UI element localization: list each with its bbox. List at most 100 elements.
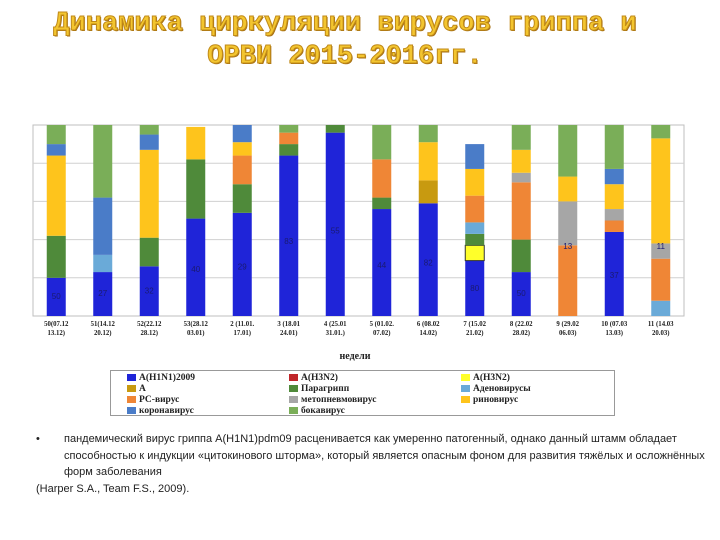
- bar-segment: [651, 300, 671, 316]
- bar-segment: [604, 184, 624, 210]
- bar-segment: [232, 125, 252, 143]
- bar-segment: [465, 260, 485, 316]
- legend-label: бокавирус: [301, 406, 345, 416]
- bar-segment: [93, 272, 113, 316]
- bar-segment: [651, 243, 671, 259]
- bar-segment: [418, 203, 438, 316]
- bar-segment: [464, 244, 485, 262]
- bar-segment: [279, 132, 299, 145]
- legend-item: Аденовирусы: [461, 384, 531, 395]
- legend-swatch: [289, 396, 298, 404]
- bar-segment: [651, 258, 671, 301]
- bullet-text: пандемический вирус гриппа A(H1N1)pdm09 …: [64, 433, 705, 478]
- legend-item: Парагрипп: [289, 384, 349, 395]
- bar-segment: [604, 231, 624, 316]
- bar-segment: [604, 125, 624, 169]
- bar-value-label: 32: [145, 287, 154, 296]
- bar-segment: [604, 209, 624, 221]
- bar-segment: [651, 125, 671, 139]
- legend-label: A(H3N2): [301, 373, 338, 383]
- x-tick-label: 4 (25.01 31.01.): [324, 321, 347, 337]
- legend-swatch: [461, 374, 470, 382]
- bar-segment: [651, 138, 671, 244]
- chart-x-tick-labels: 50(07.12 13.12) 51(14.12 20.12) 52(22.12 28.1…: [44, 321, 674, 337]
- x-tick-label: 9 (29.02 06.03): [556, 321, 579, 337]
- legend-swatch: [127, 374, 136, 382]
- legend-label: РС-вирус: [139, 395, 180, 405]
- bar-value-label: 37: [610, 271, 619, 280]
- bar-segment: [186, 126, 206, 160]
- legend-label: риновирус: [473, 395, 519, 405]
- legend-swatch: [289, 407, 298, 415]
- bar-segment: [139, 149, 159, 238]
- bar-segment: [232, 142, 252, 156]
- legend-label: Аденовирусы: [473, 384, 531, 394]
- x-tick-label: 52(22.12 28.12): [137, 321, 162, 337]
- x-tick-label: 11 (14.03 20.03): [648, 321, 674, 337]
- bar-segment: [372, 209, 392, 316]
- x-axis-label: недели: [340, 351, 371, 362]
- chart-bars: [46, 125, 671, 316]
- bar-segment: [93, 197, 113, 255]
- legend-item: РС-вирус: [127, 395, 179, 406]
- legend-swatch: [289, 385, 298, 393]
- x-tick-label: 3 (18.01 24.01): [277, 321, 300, 337]
- bar-segment: [139, 134, 159, 150]
- x-tick-label: 50(07.12 13.12): [44, 321, 69, 337]
- bar-segment: [93, 125, 113, 198]
- x-tick-label: 10 (07.03 13.03): [601, 321, 628, 337]
- x-tick-label: 51(14.12 20.12): [91, 321, 116, 337]
- bar-segment: [232, 155, 252, 185]
- bar-segment: [465, 222, 485, 234]
- bar-segment: [511, 172, 531, 183]
- bar-segment: [325, 132, 345, 316]
- legend-item: бокавирус: [289, 406, 345, 417]
- x-tick-label: 2 (11.01. 17.01): [230, 321, 254, 337]
- bar-value-label: 83: [284, 237, 293, 246]
- legend-item: A(H3N2): [461, 373, 510, 384]
- bar-value-label: 82: [424, 258, 433, 267]
- plot-area: [32, 124, 685, 317]
- chart-gridlines: [32, 124, 685, 317]
- bar-value-label: 55: [331, 226, 340, 235]
- bar-segment: [418, 142, 438, 181]
- x-tick-label: 7 (15.02 21.02): [463, 321, 486, 337]
- bar-value-label: 80: [470, 284, 479, 293]
- legend-label: Парагрипп: [301, 384, 350, 394]
- bar-segment: [511, 239, 531, 273]
- bar-value-label: 13: [563, 242, 572, 251]
- bar-segment: [46, 235, 66, 278]
- legend-swatch: [127, 396, 136, 404]
- bar-value-label: 27: [98, 289, 107, 298]
- bar-segment: [186, 159, 206, 219]
- bar-segment: [465, 144, 485, 169]
- bar-value-label: 50: [52, 292, 61, 301]
- bar-segment: [279, 125, 299, 133]
- bar-value-label: 40: [191, 265, 200, 274]
- bar-segment: [511, 272, 531, 316]
- bar-segment: [139, 125, 159, 135]
- bar-segment: [465, 233, 485, 246]
- x-tick-label: 5 (01.02. 07.02): [370, 321, 395, 337]
- title-line-1: Динамика циркуляции вирусов гриппа и: [53, 9, 637, 40]
- x-tick-label: 8 (22.02 28.02): [510, 321, 533, 337]
- bar-segment: [46, 144, 66, 156]
- bar-segment: [558, 176, 578, 202]
- legend-item: коронавирус: [127, 406, 194, 417]
- bar-segment: [139, 237, 159, 267]
- bar-segment: [325, 125, 345, 133]
- bar-value-label: 11: [657, 242, 666, 251]
- bar-segment: [372, 159, 392, 198]
- bar-value-label: 44: [377, 261, 386, 270]
- legend-item: риновирус: [461, 395, 518, 406]
- bar-segment: [186, 218, 206, 316]
- bullet-reference: (Harper S.A., Team F.S., 2009).: [36, 483, 190, 495]
- bar-segment: [511, 125, 531, 150]
- legend-item: метопневмовирус: [289, 395, 376, 406]
- bar-segment: [604, 168, 624, 185]
- legend-swatch: [461, 396, 470, 404]
- bar-segment: [465, 195, 485, 223]
- legend-label: A: [139, 384, 146, 394]
- x-tick-label: 6 (08.02 14.02): [417, 321, 440, 337]
- bar-segment: [418, 125, 438, 143]
